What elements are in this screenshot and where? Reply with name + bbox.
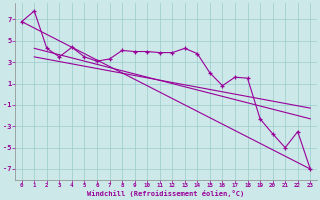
X-axis label: Windchill (Refroidissement éolien,°C): Windchill (Refroidissement éolien,°C)	[87, 190, 244, 197]
